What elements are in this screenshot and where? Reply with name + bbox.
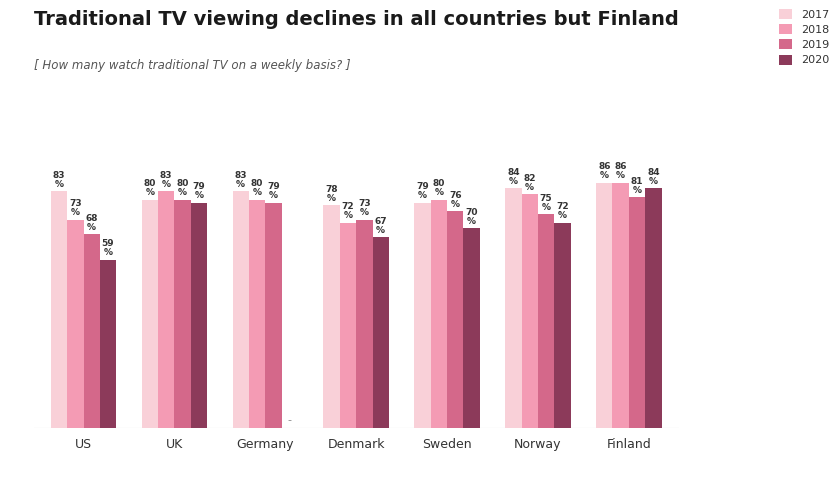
Text: 79
%: 79 % [193, 183, 205, 200]
Text: 83
%: 83 % [160, 171, 173, 189]
Text: 72
%: 72 % [342, 202, 354, 220]
Bar [463, 228, 479, 428]
Bar [521, 194, 538, 428]
Text: 82
%: 82 % [524, 174, 536, 192]
Text: 80
%: 80 % [176, 180, 189, 197]
Bar [538, 214, 554, 428]
Text: 67
%: 67 % [375, 216, 387, 235]
Bar [628, 197, 645, 428]
Text: 80
%: 80 % [143, 180, 156, 197]
Bar [84, 234, 100, 428]
Bar [414, 203, 431, 428]
Bar [447, 211, 463, 428]
Bar [373, 237, 389, 428]
Text: 79
%: 79 % [267, 183, 280, 200]
Bar [339, 222, 356, 428]
Bar [554, 222, 571, 428]
Text: Traditional TV viewing declines in all countries but Finland: Traditional TV viewing declines in all c… [34, 10, 678, 29]
Text: 86
%: 86 % [614, 162, 627, 181]
Text: 81
%: 81 % [631, 177, 644, 195]
Text: 73
%: 73 % [69, 199, 81, 217]
Bar [233, 191, 249, 428]
Bar [51, 191, 67, 428]
Bar [356, 220, 373, 428]
Text: 84
%: 84 % [507, 168, 520, 186]
Text: 68
%: 68 % [85, 214, 98, 232]
Bar [191, 203, 207, 428]
Bar [505, 188, 521, 428]
Bar [158, 191, 174, 428]
Text: 78
%: 78 % [325, 185, 338, 203]
Text: 59
%: 59 % [101, 240, 114, 257]
Bar [323, 206, 339, 428]
Text: [ How many watch traditional TV on a weekly basis? ]: [ How many watch traditional TV on a wee… [34, 59, 350, 72]
Text: 80
%: 80 % [251, 180, 263, 197]
Text: 75
%: 75 % [540, 194, 552, 212]
Text: 83
%: 83 % [53, 171, 65, 189]
Bar [249, 200, 266, 428]
Text: 79
%: 79 % [416, 183, 429, 200]
Bar [431, 200, 447, 428]
Text: 72
%: 72 % [556, 202, 569, 220]
Text: 86
%: 86 % [598, 162, 611, 181]
Text: 76
%: 76 % [449, 191, 462, 209]
Bar [645, 188, 661, 428]
Bar [67, 220, 84, 428]
Text: 83
%: 83 % [235, 171, 247, 189]
Text: -: - [287, 415, 292, 425]
Bar [142, 200, 158, 428]
Bar [613, 183, 628, 428]
Text: 70
%: 70 % [465, 208, 478, 226]
Bar [596, 183, 613, 428]
Bar [266, 203, 282, 428]
Bar [174, 200, 191, 428]
Bar [100, 260, 116, 428]
Legend: 2017, 2018, 2019, 2020: 2017, 2018, 2019, 2020 [775, 5, 832, 69]
Text: 73
%: 73 % [358, 199, 370, 217]
Text: 80
%: 80 % [432, 180, 445, 197]
Text: 84
%: 84 % [647, 168, 660, 186]
